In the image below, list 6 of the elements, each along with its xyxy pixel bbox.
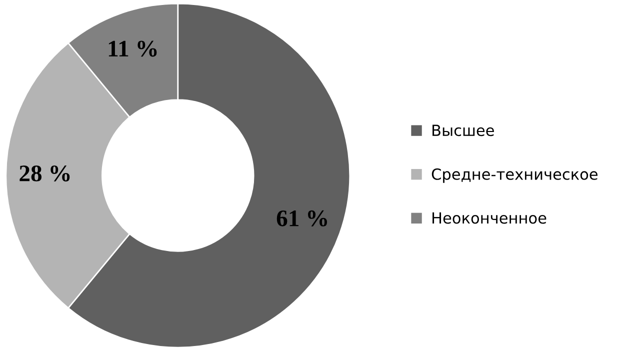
legend-label: Средне-техническое xyxy=(432,168,598,183)
data-label: 61 % xyxy=(276,210,327,226)
legend-label: Высшее xyxy=(432,124,494,136)
data-label: 28 % xyxy=(20,165,70,182)
data-label: 11 % xyxy=(108,40,157,57)
legend-label: Неоконченное xyxy=(432,212,546,224)
